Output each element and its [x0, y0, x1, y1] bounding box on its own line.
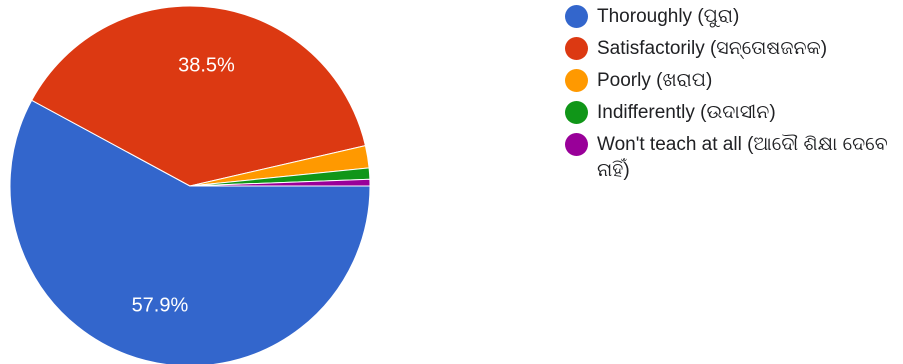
legend-swatch-icon	[565, 101, 588, 124]
legend: Thoroughly (ପୁରା) Satisfactorily (ସନ୍ତୋଷ…	[565, 4, 895, 190]
legend-item-satisfactorily[interactable]: Satisfactorily (ସନ୍ତୋଷଜନକ)	[565, 36, 895, 62]
legend-swatch-icon	[565, 5, 588, 28]
legend-label: Thoroughly (ପୁରା)	[597, 6, 740, 27]
legend-label: Poorly (ଖରାପ)	[597, 70, 713, 91]
pie-slice-1[interactable]	[31, 5, 367, 187]
slice-data-label: 57.9%	[132, 295, 189, 317]
legend-swatch-icon	[565, 133, 588, 156]
legend-item-indifferently[interactable]: Indifferently (ଉଦାସୀନ)	[565, 100, 895, 126]
legend-label: Indifferently (ଉଦାସୀନ)	[597, 102, 776, 123]
legend-item-thoroughly[interactable]: Thoroughly (ପୁରା)	[565, 4, 895, 30]
legend-label: Satisfactorily (ସନ୍ତୋଷଜନକ)	[597, 38, 828, 59]
legend-swatch-icon	[565, 37, 588, 60]
legend-item-poorly[interactable]: Poorly (ଖରାପ)	[565, 68, 895, 94]
slice-data-label: 38.5%	[178, 55, 235, 77]
legend-label: Won't teach at all (ଆଦୌ ଶିକ୍ଷା ଦେବେ ନାହି…	[597, 134, 888, 181]
pie-slice-0[interactable]	[9, 99, 371, 364]
legend-swatch-icon	[565, 69, 588, 92]
pie-slice-4[interactable]	[189, 178, 371, 187]
legend-item-wont-teach[interactable]: Won't teach at all (ଆଦୌ ଶିକ୍ଷା ଦେବେ ନାହି…	[565, 132, 895, 184]
